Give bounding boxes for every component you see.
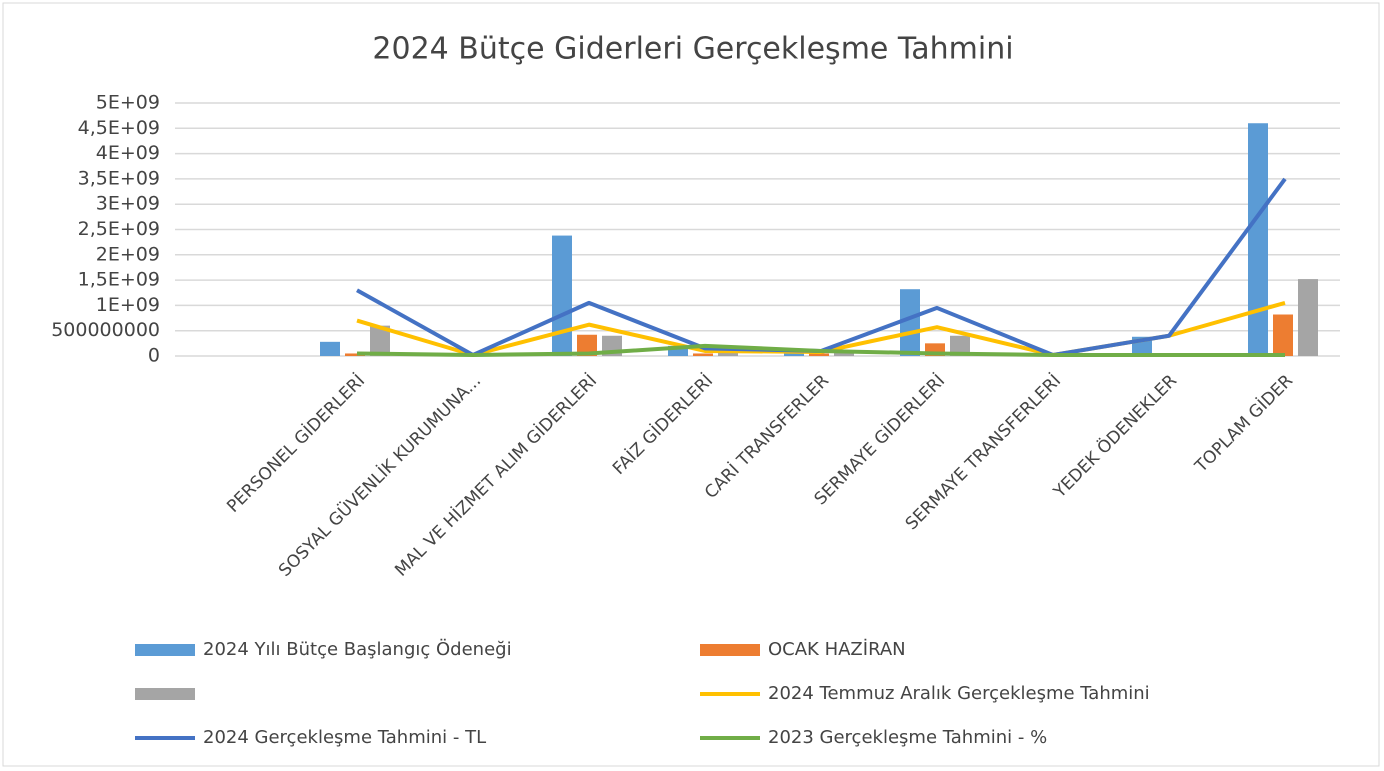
- bar: [718, 350, 738, 356]
- y-tick-label: 4,5E+09: [78, 117, 160, 139]
- bar: [1248, 123, 1268, 357]
- bar: [345, 353, 365, 356]
- y-tick-label: 1E+09: [96, 294, 160, 316]
- line: [356, 343, 1285, 357]
- legend-label: 2024 Gerçekleşme Tahmini - TL: [203, 727, 486, 748]
- y-tick-label: 3,5E+09: [78, 167, 160, 189]
- y-tick-label: 4E+09: [96, 142, 160, 164]
- bar: [1273, 314, 1293, 356]
- y-tick-label: 2,5E+09: [78, 218, 160, 240]
- bar: [320, 341, 340, 356]
- bar: [668, 345, 688, 356]
- y-tick-label: 0: [148, 345, 160, 367]
- y-tick-label: 5E+09: [96, 92, 160, 114]
- legend-label: 2023 Gerçekleşme Tahmini - %: [768, 727, 1047, 748]
- bar: [552, 235, 572, 356]
- y-tick-label: 500000000: [51, 319, 160, 341]
- bar: [1298, 279, 1318, 356]
- bar: [950, 335, 970, 356]
- legend-swatch: [700, 644, 760, 656]
- y-tick-label: 3E+09: [96, 193, 160, 215]
- bar: [834, 350, 854, 356]
- chart-title: 2024 Bütçe Giderleri Gerçekleşme Tahmini: [372, 32, 1013, 67]
- legend-label: OCAK HAZİRAN: [768, 639, 906, 660]
- y-tick-label: 2E+09: [96, 243, 160, 265]
- legend-label: 2024 Temmuz Aralık Gerçekleşme Tahmini: [768, 683, 1150, 704]
- bar: [577, 334, 597, 356]
- legend-swatch: [135, 644, 195, 656]
- legend-swatch: [135, 688, 195, 700]
- bar: [900, 289, 920, 356]
- bar: [809, 353, 829, 356]
- bar: [370, 325, 390, 356]
- y-tick-label: 1,5E+09: [78, 269, 160, 291]
- legend-label: 2024 Yılı Bütçe Başlangıç Ödeneği: [203, 638, 512, 660]
- bar: [693, 353, 713, 356]
